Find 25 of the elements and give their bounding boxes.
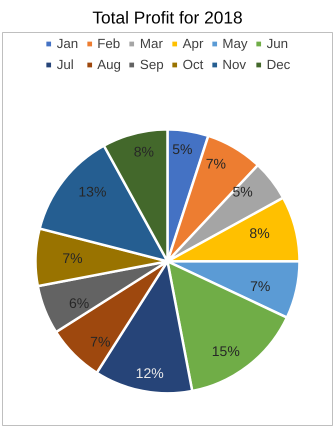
legend-label: May [222,36,248,51]
legend-label: Jan [56,36,78,51]
data-label: 8% [134,143,154,160]
data-label: 5% [232,184,253,200]
legend-label: Jul [56,57,75,72]
data-label: 15% [212,343,240,360]
legend-label: Mar [140,36,163,51]
data-label: 6% [69,295,90,312]
data-label: 12% [136,364,164,381]
legend-label: Jun [266,36,288,51]
data-label: 7% [90,334,110,350]
legend-label: Dec [266,57,290,72]
data-label: 7% [250,278,270,294]
data-label: 8% [249,225,270,242]
legend-label: Aug [97,57,121,72]
legend-label: Feb [97,36,120,51]
legend-label: Oct [182,57,204,72]
legend-label: Sep [140,57,164,72]
data-label: 7% [62,250,83,266]
data-label: 13% [78,184,106,200]
chart-title: Total Profit for 2018 [92,8,243,28]
data-label: 5% [172,141,192,158]
data-label: 7% [206,156,226,172]
legend-label: Apr [182,36,204,51]
legend-label: Nov [222,57,246,72]
